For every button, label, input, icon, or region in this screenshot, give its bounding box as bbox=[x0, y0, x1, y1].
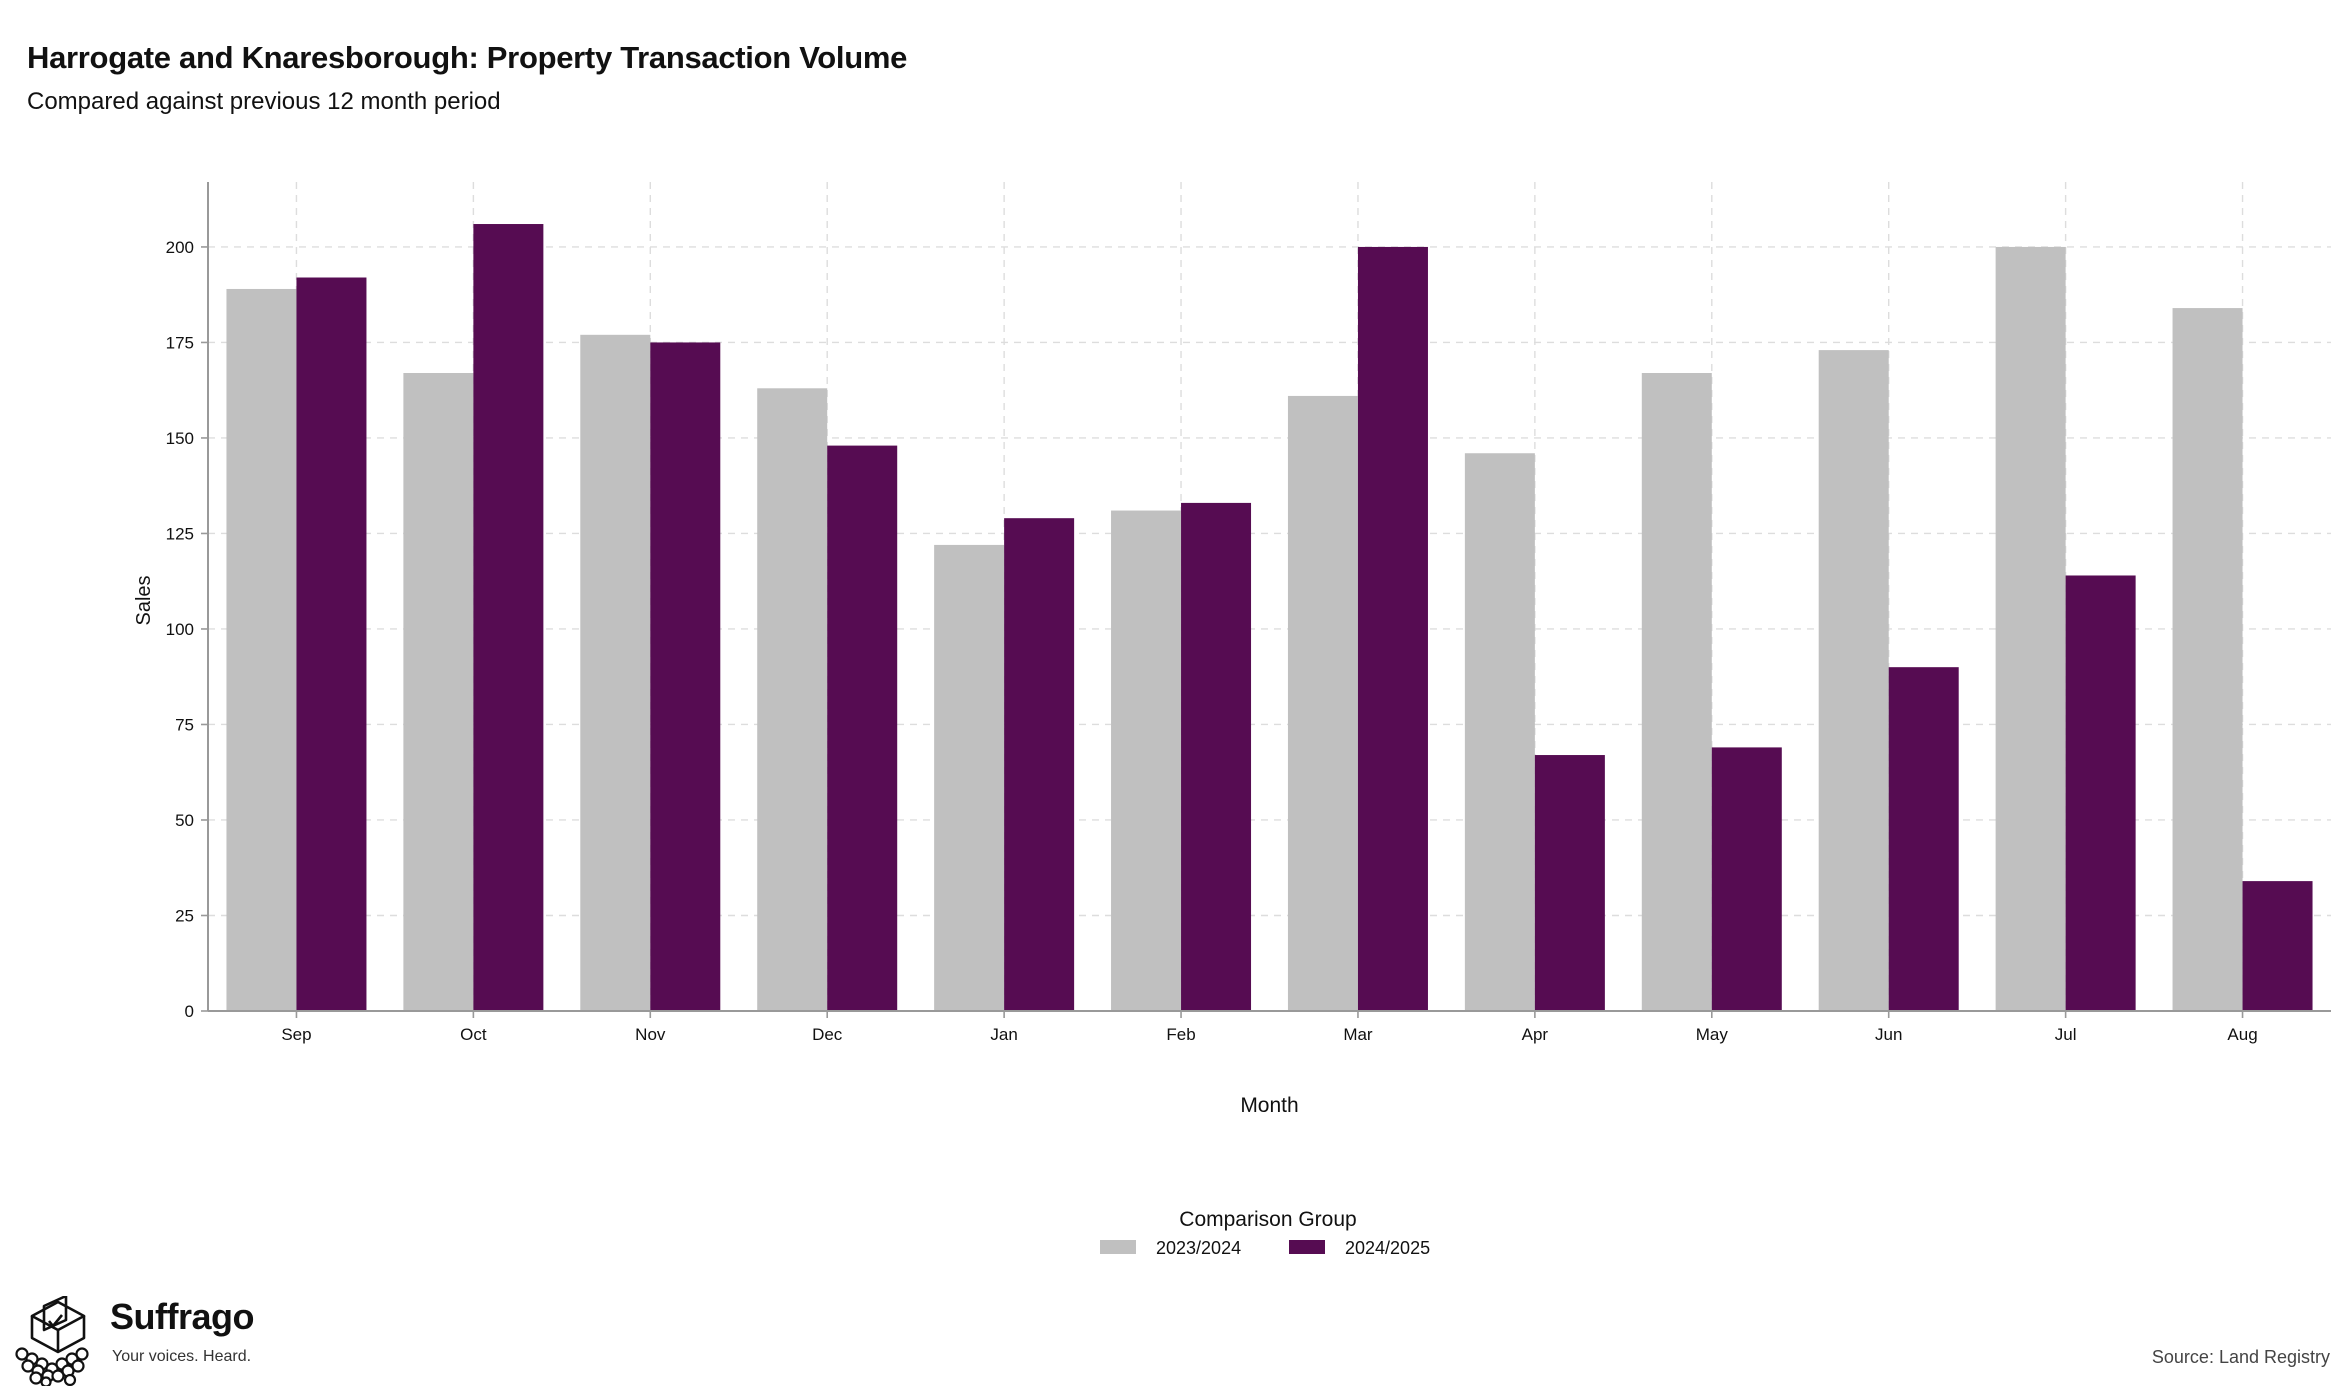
x-tick-label: Feb bbox=[1166, 1025, 1195, 1044]
brand-name: Suffrago bbox=[110, 1296, 255, 1337]
bar-2023-2024-feb bbox=[1111, 510, 1182, 1011]
bar-2023-2024-jul bbox=[1995, 246, 2066, 1011]
ballot-box-crowd-icon bbox=[15, 1296, 89, 1386]
x-tick-label: Jun bbox=[1875, 1025, 1902, 1044]
x-tick-label: Nov bbox=[635, 1025, 666, 1044]
bar-2023-2024-may bbox=[1641, 373, 1712, 1012]
x-tick-label: May bbox=[1696, 1025, 1729, 1044]
bar-2024-2025-jan bbox=[1004, 518, 1075, 1011]
axes: 0 25 50 75 100 125 150 175 200 Sep Oct Nov Dec Jan Feb… bbox=[133, 182, 2331, 1117]
bar-2024-2025-feb bbox=[1181, 502, 1252, 1011]
y-tick-label: 50 bbox=[175, 811, 194, 830]
legend-label-2023-2024: 2023/2024 bbox=[1156, 1238, 1241, 1258]
x-tick-label: Sep bbox=[281, 1025, 311, 1044]
bar-2023-2024-nov bbox=[580, 334, 651, 1012]
bar-2023-2024-dec bbox=[757, 388, 828, 1011]
x-tick-label: Jan bbox=[990, 1025, 1017, 1044]
bar-2023-2024-mar bbox=[1287, 395, 1358, 1011]
x-tick-label: Aug bbox=[2227, 1025, 2257, 1044]
x-tick-label: Jul bbox=[2055, 1025, 2077, 1044]
y-tick-label: 150 bbox=[166, 429, 194, 448]
bar-2024-2025-nov bbox=[650, 342, 721, 1011]
bar-2024-2025-apr bbox=[1534, 755, 1605, 1011]
x-axis-title: Month bbox=[1240, 1094, 1298, 1117]
legend-label-2024-2025: 2024/2025 bbox=[1345, 1238, 1430, 1258]
y-tick-label: 175 bbox=[166, 333, 194, 352]
y-axis-title: Sales bbox=[133, 575, 155, 625]
legend-swatch-2024-2025 bbox=[1289, 1240, 1325, 1254]
bar-2024-2025-jun bbox=[1888, 667, 1959, 1011]
bar-2023-2024-jan bbox=[934, 544, 1005, 1011]
y-tick-label: 125 bbox=[166, 524, 194, 543]
chart-title: Harrogate and Knaresborough: Property Tr… bbox=[27, 40, 908, 75]
y-tick-label: 200 bbox=[166, 238, 194, 257]
bar-2023-2024-oct bbox=[403, 373, 474, 1012]
source-note: Source: Land Registry bbox=[2151, 1347, 2330, 1367]
bar-2024-2025-mar bbox=[1357, 246, 1428, 1011]
legend-title: Comparison Group bbox=[1179, 1208, 1356, 1231]
y-tick-label: 75 bbox=[175, 715, 194, 734]
chart-subtitle: Compared against previous 12 month perio… bbox=[27, 88, 501, 115]
y-tick-label: 100 bbox=[166, 620, 194, 639]
x-tick-label: Dec bbox=[812, 1025, 843, 1044]
x-tick-label: Oct bbox=[460, 1025, 487, 1044]
bar-2023-2024-sep bbox=[226, 288, 297, 1011]
bar-2024-2025-dec bbox=[827, 445, 898, 1011]
bar-2023-2024-aug bbox=[2172, 308, 2243, 1012]
bar-2024-2025-oct bbox=[473, 224, 544, 1011]
bars bbox=[226, 224, 2313, 1012]
x-tick-label: Mar bbox=[1343, 1025, 1373, 1044]
bar-2024-2025-may bbox=[1711, 747, 1782, 1011]
bar-2024-2025-aug bbox=[2242, 881, 2313, 1011]
x-tick-label: Apr bbox=[1522, 1025, 1549, 1044]
bar-2023-2024-apr bbox=[1464, 453, 1535, 1011]
bar-2024-2025-sep bbox=[296, 277, 367, 1011]
y-tick-label: 25 bbox=[175, 906, 194, 925]
suffrago-logo: Suffrago Your voices. Heard. bbox=[12, 1296, 312, 1386]
bar-2024-2025-jul bbox=[2065, 575, 2136, 1011]
y-tick-label: 0 bbox=[185, 1002, 194, 1021]
legend: Comparison Group 2023/2024 2024/2025 bbox=[1100, 1208, 1430, 1258]
bar-2023-2024-jun bbox=[1818, 350, 1889, 1011]
brand-tagline: Your voices. Heard. bbox=[112, 1348, 252, 1365]
legend-swatch-2023-2024 bbox=[1100, 1240, 1136, 1254]
